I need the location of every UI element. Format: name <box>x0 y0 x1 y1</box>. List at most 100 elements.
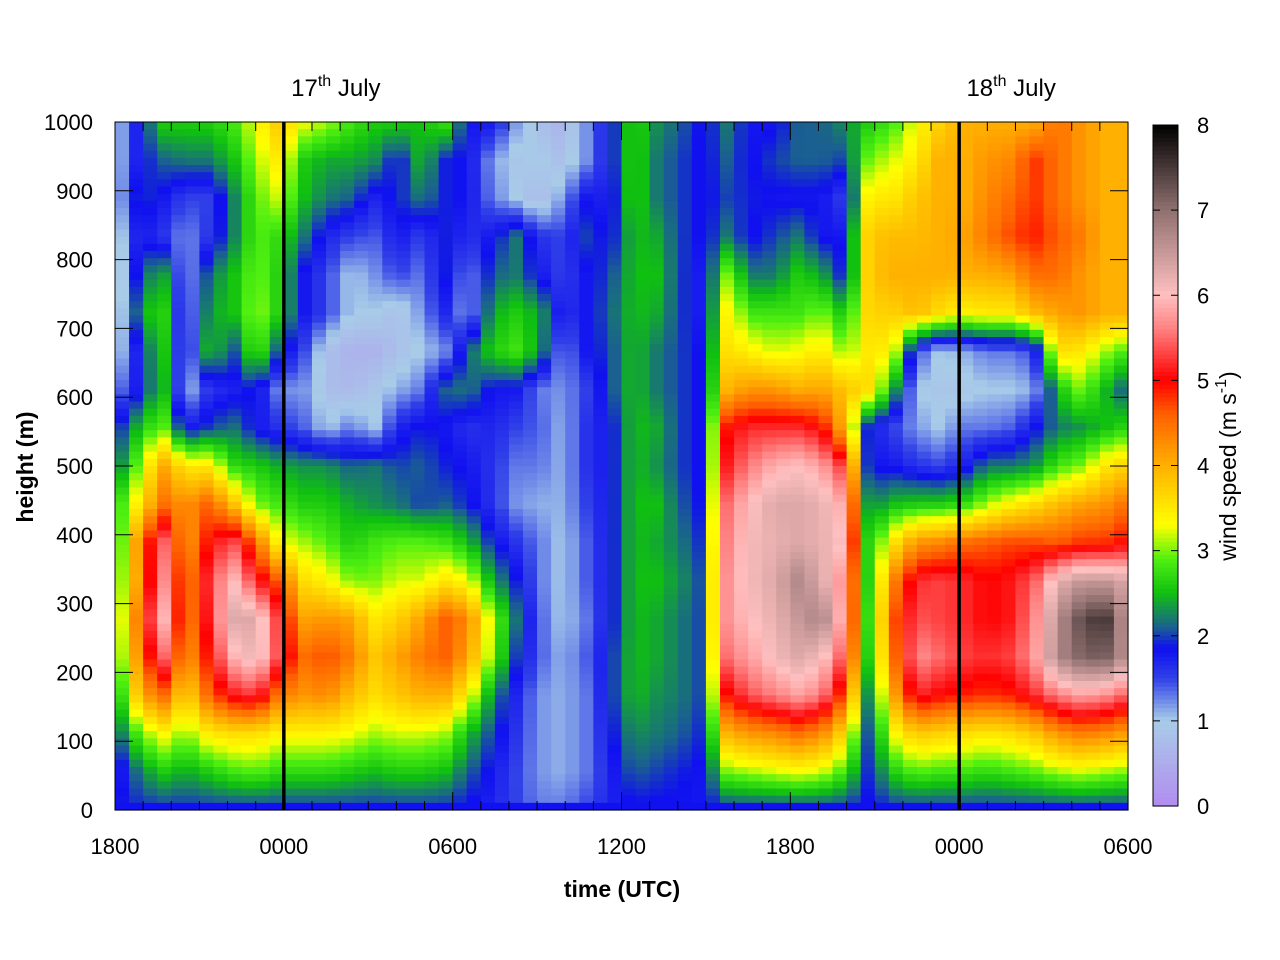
heatmap-cell <box>719 788 735 797</box>
heatmap-cell <box>579 401 594 410</box>
heatmap-cell <box>748 688 763 696</box>
heatmap-cell <box>227 208 243 216</box>
heatmap-cell <box>593 688 609 696</box>
heatmap-cell <box>719 243 735 252</box>
heatmap-cell <box>790 774 805 782</box>
heatmap-cell <box>832 595 848 603</box>
heatmap-cell <box>255 487 271 496</box>
heatmap-cell <box>297 301 313 309</box>
heatmap-cell <box>115 337 130 345</box>
heatmap-cell <box>494 716 510 725</box>
heatmap-cell <box>241 408 257 417</box>
heatmap-cell <box>523 523 538 532</box>
heatmap-cell <box>115 587 130 596</box>
heatmap-cell <box>663 394 679 403</box>
heatmap-cell <box>185 802 201 811</box>
heatmap-cell <box>424 408 440 417</box>
heatmap-cell <box>537 673 552 682</box>
heatmap-cell <box>171 530 186 539</box>
heatmap-cell <box>368 165 383 173</box>
heatmap-cell <box>368 193 383 202</box>
heatmap-cell <box>157 795 172 804</box>
heatmap-cell <box>762 702 777 711</box>
heatmap-cell <box>649 458 665 467</box>
heatmap-cell <box>311 265 327 274</box>
heatmap-cell <box>466 279 482 288</box>
heatmap-cell <box>494 645 510 653</box>
heatmap-cell <box>283 258 299 266</box>
heatmap-cell <box>157 279 172 288</box>
heatmap-cell <box>143 143 158 152</box>
heatmap-cell <box>804 394 820 403</box>
heatmap-cell <box>748 616 763 625</box>
heatmap-cell <box>790 337 805 345</box>
heatmap-cell <box>762 745 777 754</box>
heatmap-cell <box>677 236 693 245</box>
heatmap-cell <box>494 623 510 632</box>
heatmap-cell <box>255 437 271 446</box>
heatmap-cell <box>255 365 271 374</box>
heatmap-cell <box>719 451 735 460</box>
heatmap-cell <box>129 265 144 274</box>
heatmap-cell <box>157 200 172 209</box>
heatmap-cell <box>790 380 805 388</box>
heatmap-cell <box>663 473 679 481</box>
heatmap-cell <box>565 688 580 696</box>
heatmap-cell <box>171 286 186 295</box>
heatmap-cell <box>227 516 243 524</box>
heatmap-cell <box>734 552 749 560</box>
heatmap-cell <box>171 215 186 223</box>
heatmap-cell <box>593 745 609 754</box>
heatmap-cell <box>607 638 623 646</box>
heatmap-cell <box>213 222 229 231</box>
heatmap-cell <box>790 767 805 775</box>
heatmap-cell <box>157 630 172 639</box>
heatmap-cell <box>607 200 623 209</box>
heatmap-cell <box>734 322 749 331</box>
heatmap-cell <box>227 480 243 489</box>
heatmap-cell <box>762 129 777 137</box>
heatmap-cell <box>734 523 749 532</box>
heatmap-cell <box>551 523 566 532</box>
heatmap-cell <box>818 122 834 130</box>
heatmap-cell <box>593 423 609 431</box>
heatmap-cell <box>776 351 791 360</box>
heatmap-cell <box>719 544 735 553</box>
heatmap-cell <box>565 738 580 747</box>
heatmap-cell <box>523 473 538 481</box>
heatmap-cell <box>227 423 243 431</box>
heatmap-cell <box>494 638 510 646</box>
heatmap-cell <box>297 630 313 639</box>
heatmap-cell <box>565 286 580 295</box>
heatmap-cell <box>762 286 777 295</box>
heatmap-cell <box>649 695 665 704</box>
heatmap-cell <box>171 487 186 496</box>
heatmap-cell <box>424 172 440 180</box>
heatmap-cell <box>241 129 257 137</box>
heatmap-cell <box>719 480 735 489</box>
heatmap-cell <box>523 444 538 453</box>
heatmap-cell <box>396 544 412 553</box>
heatmap-cell <box>494 709 510 718</box>
heatmap-cell <box>832 308 848 317</box>
heatmap-cell <box>438 602 454 610</box>
heatmap-cell <box>508 437 524 446</box>
heatmap-cell <box>565 265 580 274</box>
heatmap-cell <box>537 695 552 704</box>
heatmap-cell <box>311 552 327 560</box>
heatmap-cell <box>565 294 580 302</box>
heatmap-cell <box>579 415 594 424</box>
heatmap-cell <box>621 623 637 632</box>
heatmap-cell <box>649 494 665 503</box>
heatmap-cell <box>734 229 749 238</box>
heatmap-cell <box>593 243 609 252</box>
heatmap-cell <box>368 215 383 223</box>
heatmap-cell <box>382 251 397 259</box>
heatmap-cell <box>663 150 679 159</box>
heatmap-cell <box>579 695 594 704</box>
heatmap-cell <box>340 580 355 589</box>
heatmap-cell <box>480 666 496 675</box>
heatmap-cell <box>677 695 693 704</box>
heatmap-cell <box>171 251 186 259</box>
heatmap-cell <box>396 444 412 453</box>
